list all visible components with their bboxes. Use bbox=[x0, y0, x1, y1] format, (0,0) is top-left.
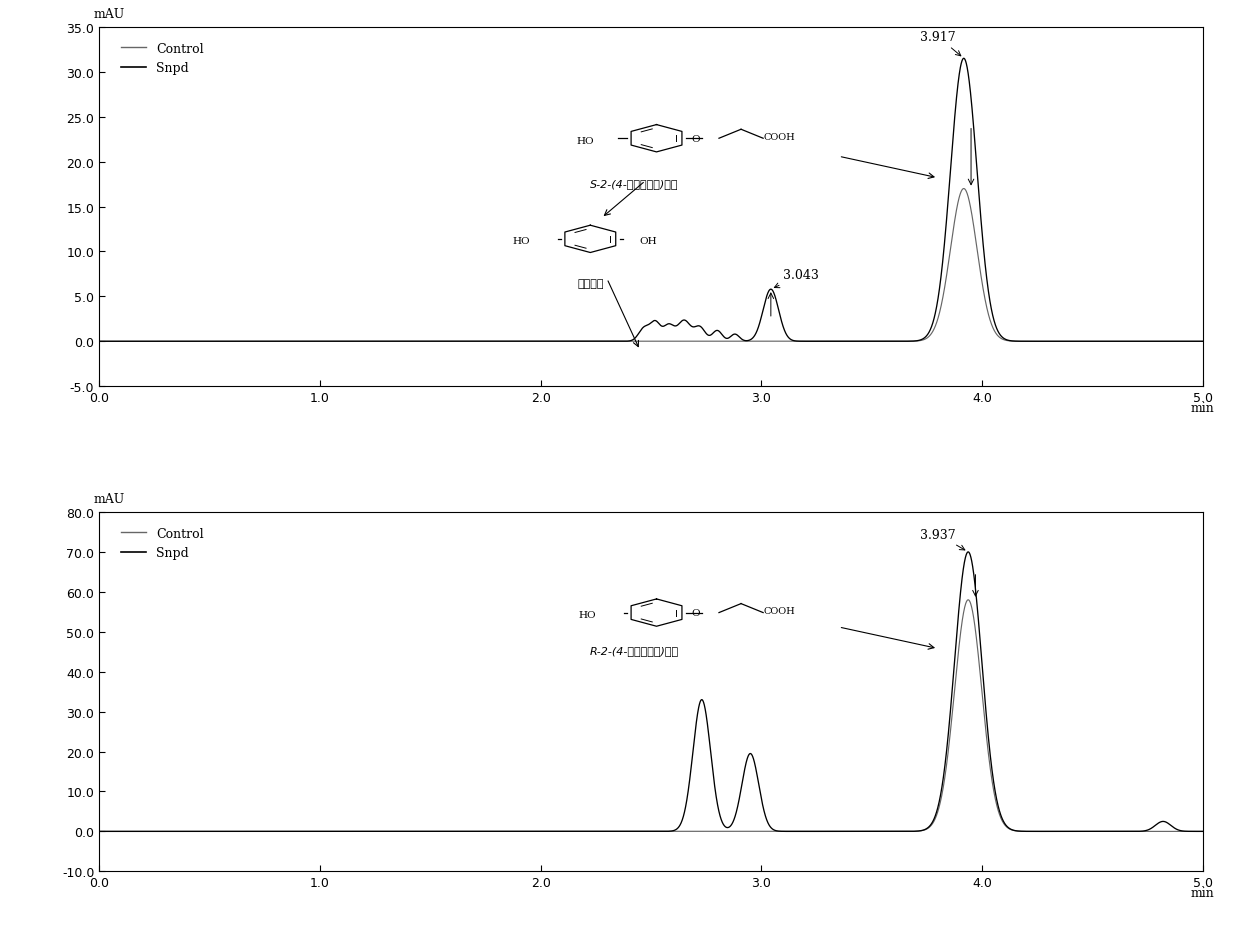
Legend: Control, Snpd: Control, Snpd bbox=[117, 38, 210, 80]
Text: R-2-(4-羟基苯氧基)丙酸: R-2-(4-羟基苯氧基)丙酸 bbox=[590, 645, 680, 655]
Text: 3.043: 3.043 bbox=[774, 269, 820, 288]
Text: OH: OH bbox=[640, 237, 657, 246]
Text: 对苯二酚: 对苯二酚 bbox=[577, 279, 604, 289]
Text: min: min bbox=[1190, 885, 1214, 898]
Text: O: O bbox=[692, 608, 701, 617]
Text: mAU: mAU bbox=[94, 7, 125, 20]
Text: mAU: mAU bbox=[94, 492, 125, 505]
Text: HO: HO bbox=[577, 136, 594, 146]
Text: O: O bbox=[692, 134, 701, 144]
Text: HO: HO bbox=[512, 237, 529, 246]
Text: min: min bbox=[1190, 401, 1214, 414]
Text: S-2-(4-羟基苯氧基)丙酸: S-2-(4-羟基苯氧基)丙酸 bbox=[590, 179, 678, 188]
Text: COOH: COOH bbox=[763, 606, 795, 616]
Text: HO: HO bbox=[579, 610, 596, 619]
Text: COOH: COOH bbox=[763, 133, 795, 142]
Text: 3.937: 3.937 bbox=[920, 528, 965, 551]
Legend: Control, Snpd: Control, Snpd bbox=[117, 522, 210, 565]
Text: 3.917: 3.917 bbox=[920, 32, 961, 57]
